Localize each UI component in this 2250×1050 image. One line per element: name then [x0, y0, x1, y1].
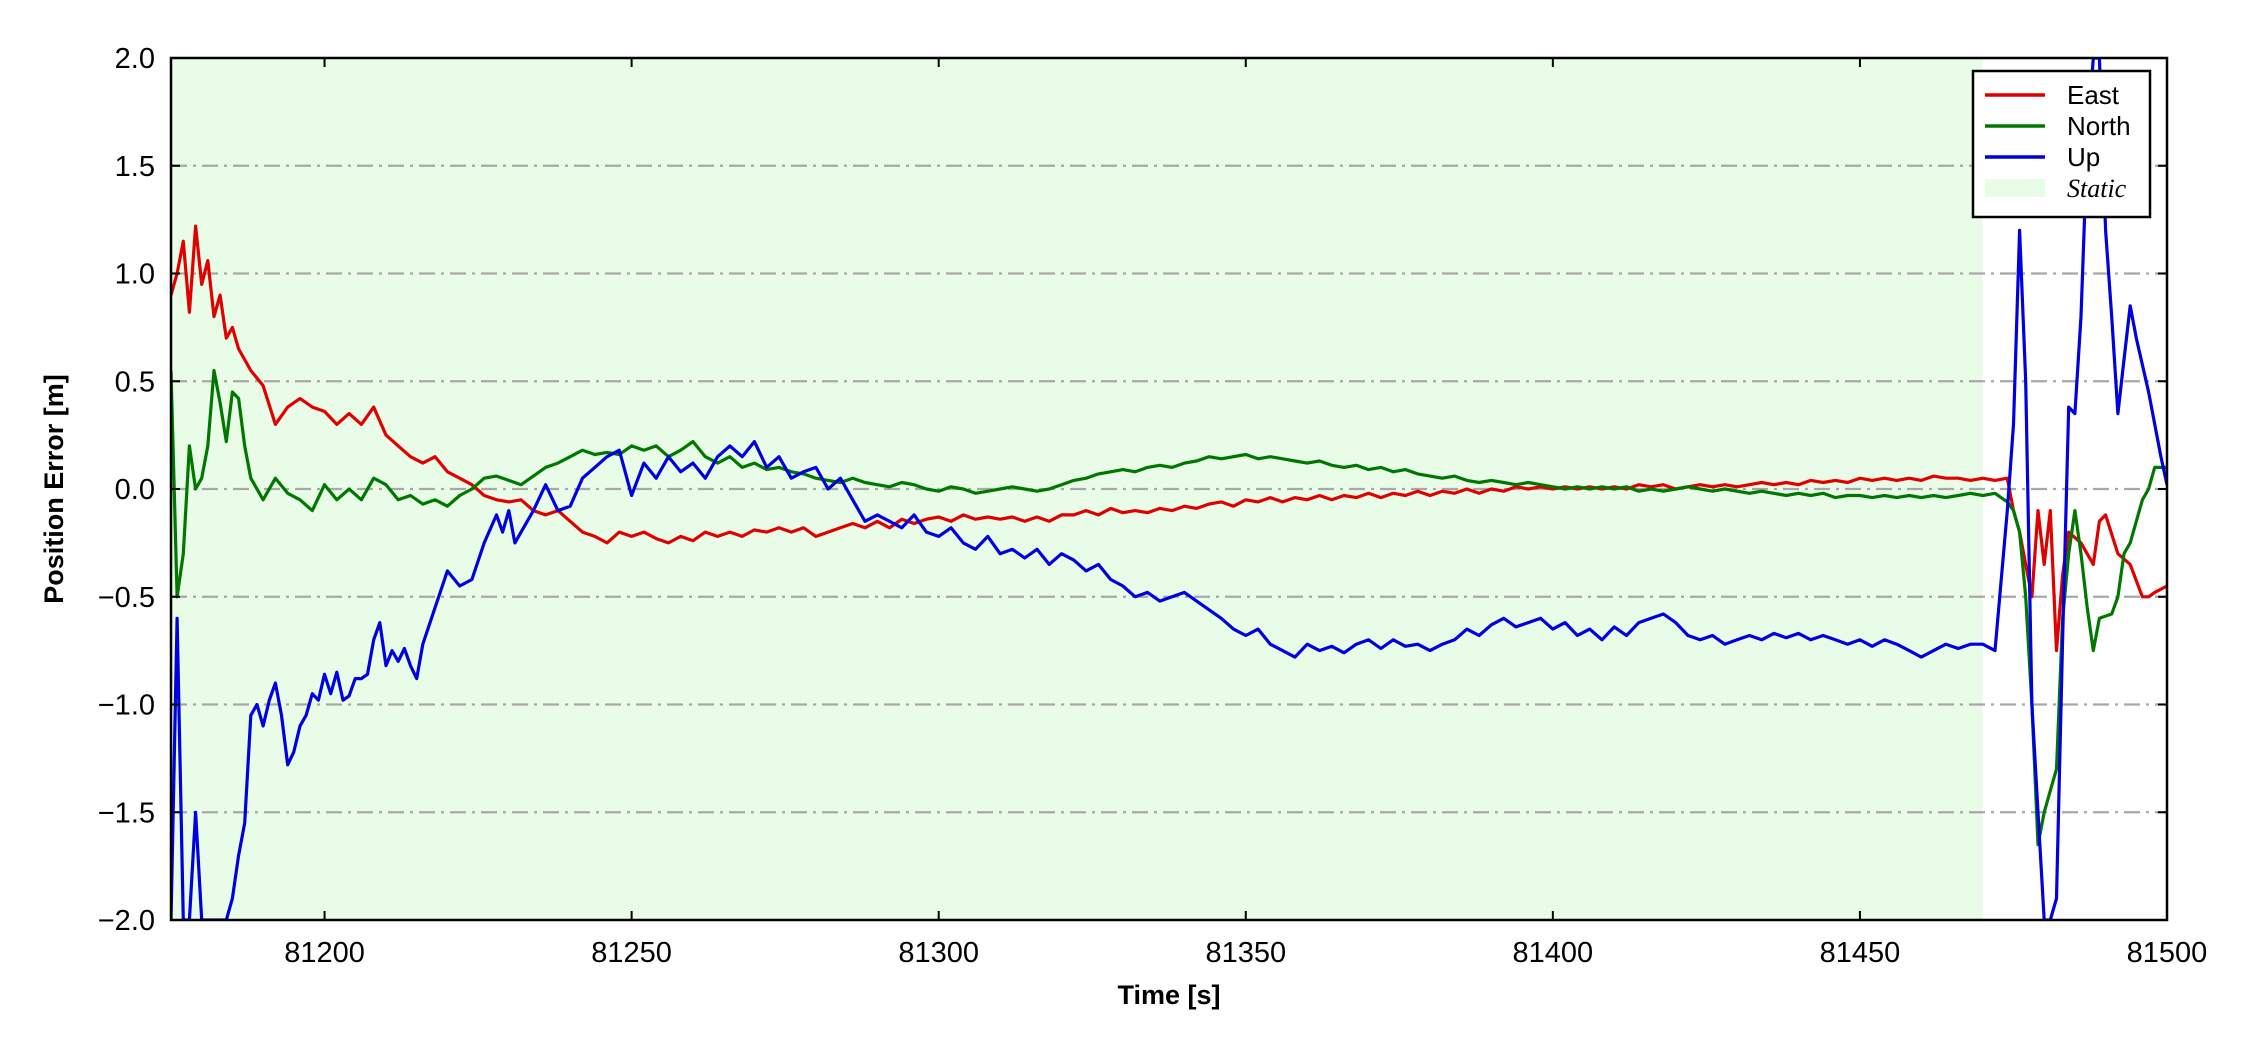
legend: East North Up Static [1971, 69, 2152, 219]
y-tick-label: 0.0 [115, 474, 155, 506]
legend-label-up: Up [2067, 142, 2100, 172]
x-tick-label: 81400 [1513, 937, 1594, 969]
y-tick-label: 0.5 [115, 366, 155, 398]
series-line-up [171, 58, 2167, 920]
y-axis-label: Position Error [m] [39, 374, 69, 604]
legend-label-static: Static [2067, 174, 2127, 203]
series-line-east [171, 224, 2167, 653]
y-tick-label: −0.5 [98, 582, 155, 614]
y-tick-label: −2.0 [98, 905, 155, 937]
x-axis-label: Time [s] [1117, 980, 1220, 1010]
x-tick-label: 81200 [284, 937, 365, 969]
series-line-north [171, 368, 2167, 847]
y-tick-label: 2.0 [115, 43, 155, 75]
y-tick-label: 1.5 [115, 151, 155, 183]
y-tick-label: −1.5 [98, 797, 155, 829]
x-tick-label: 81250 [591, 937, 672, 969]
x-tick-label: 81450 [1820, 937, 1901, 969]
legend-label-east: East [2067, 80, 2120, 110]
legend-label-north: North [2067, 111, 2131, 141]
legend-swatch-static [1985, 179, 2045, 197]
x-tick-label: 81500 [2127, 937, 2208, 969]
x-tick-label: 81350 [1205, 937, 1286, 969]
y-tick-label: 1.0 [115, 259, 155, 291]
y-tick-label: −1.0 [98, 690, 155, 722]
x-tick-label: 81300 [898, 937, 979, 969]
